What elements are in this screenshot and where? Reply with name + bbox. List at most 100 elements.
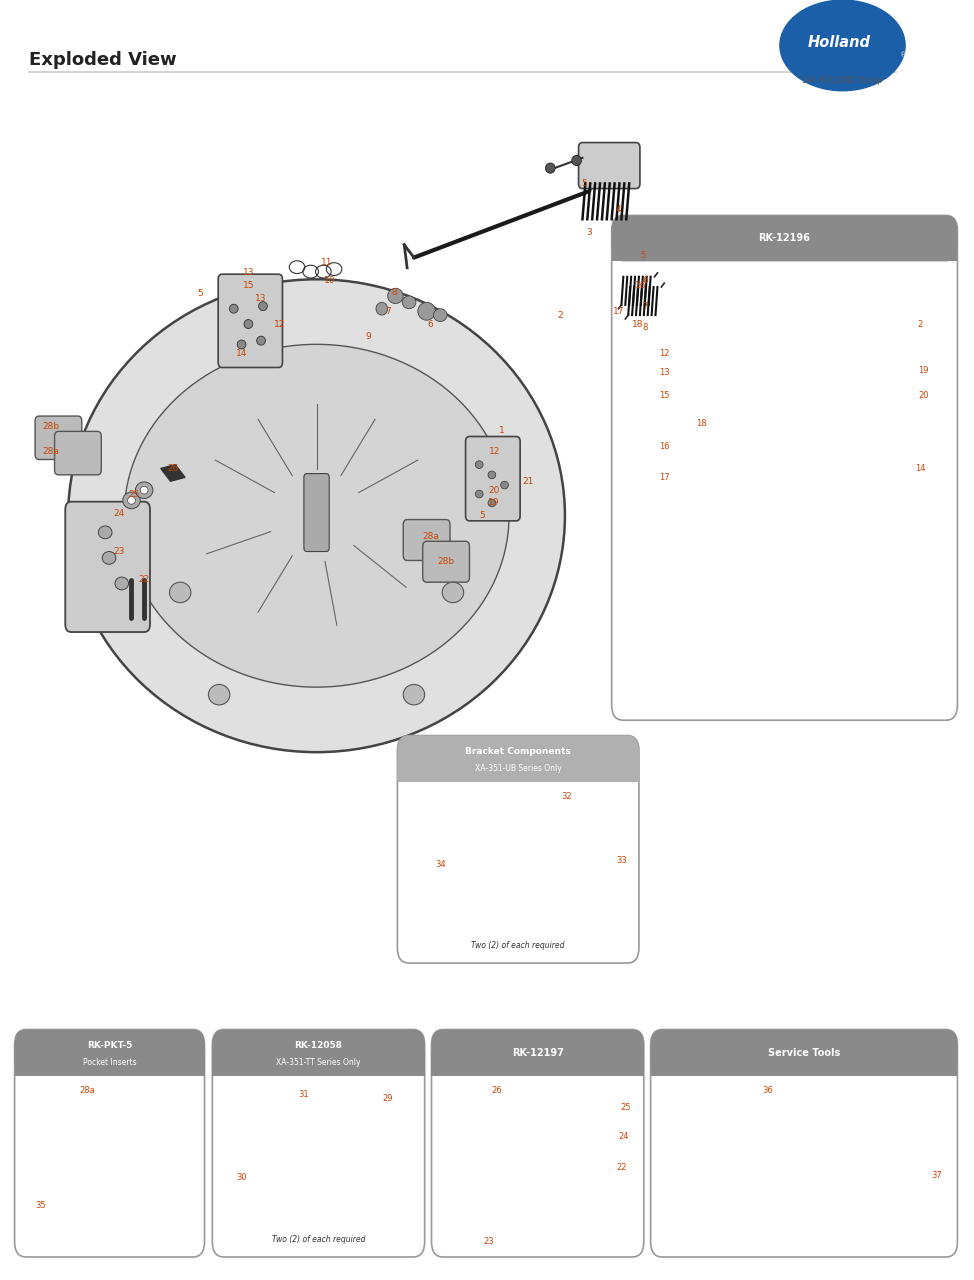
Text: 7: 7: [385, 307, 391, 316]
Ellipse shape: [402, 296, 416, 308]
Text: 5: 5: [479, 511, 485, 520]
Text: 6: 6: [428, 320, 433, 329]
FancyBboxPatch shape: [35, 416, 82, 460]
Text: 8: 8: [642, 324, 648, 333]
Text: RK-12196: RK-12196: [759, 233, 810, 243]
Text: 32: 32: [562, 792, 572, 801]
Bar: [612, 238, 957, 261]
Text: RK-12197: RK-12197: [511, 1047, 564, 1057]
Text: 26: 26: [168, 463, 179, 472]
Text: 2: 2: [557, 311, 563, 320]
Ellipse shape: [128, 497, 135, 504]
Text: 28b: 28b: [437, 557, 455, 566]
Text: 16: 16: [659, 442, 669, 452]
Text: 25: 25: [620, 1103, 630, 1112]
FancyBboxPatch shape: [431, 1029, 644, 1075]
Text: 2: 2: [918, 320, 923, 329]
Bar: [212, 1052, 425, 1075]
Text: XA-351-UB Series Only: XA-351-UB Series Only: [474, 764, 562, 773]
FancyBboxPatch shape: [612, 215, 957, 261]
FancyBboxPatch shape: [423, 541, 469, 582]
Text: 13: 13: [659, 369, 669, 378]
Ellipse shape: [403, 685, 425, 705]
Ellipse shape: [68, 279, 565, 753]
Ellipse shape: [115, 577, 129, 590]
Text: 15: 15: [659, 392, 669, 401]
Text: 17: 17: [613, 307, 624, 316]
Ellipse shape: [238, 340, 245, 349]
Text: RK-PKT-5: RK-PKT-5: [87, 1041, 132, 1050]
Ellipse shape: [230, 305, 239, 314]
Text: 9: 9: [365, 333, 371, 342]
Ellipse shape: [418, 302, 435, 320]
Text: ®: ®: [900, 52, 908, 59]
FancyBboxPatch shape: [431, 1029, 644, 1257]
Ellipse shape: [442, 582, 464, 603]
Text: 12: 12: [659, 349, 669, 358]
Text: 19: 19: [918, 366, 928, 375]
Text: 16: 16: [635, 282, 647, 291]
Ellipse shape: [501, 481, 508, 489]
FancyBboxPatch shape: [579, 142, 640, 188]
Text: 26: 26: [492, 1087, 502, 1096]
FancyBboxPatch shape: [15, 1029, 205, 1075]
Text: 37: 37: [931, 1171, 943, 1180]
Ellipse shape: [545, 163, 555, 173]
Ellipse shape: [388, 288, 403, 303]
Bar: [15, 1052, 205, 1075]
Text: Two (2) of each required: Two (2) of each required: [272, 1235, 365, 1244]
Text: 36: 36: [762, 1087, 773, 1096]
Text: 24: 24: [618, 1133, 628, 1142]
Text: 22: 22: [617, 1164, 626, 1172]
Ellipse shape: [98, 526, 112, 539]
Text: 13: 13: [255, 294, 267, 303]
Text: Service Tools: Service Tools: [768, 1047, 841, 1057]
FancyBboxPatch shape: [651, 1029, 957, 1257]
Text: 21: 21: [522, 476, 534, 485]
FancyBboxPatch shape: [466, 436, 520, 521]
Text: 35: 35: [36, 1202, 46, 1211]
Text: Pocket Inserts: Pocket Inserts: [83, 1059, 136, 1068]
Text: 18: 18: [632, 320, 644, 329]
Ellipse shape: [572, 155, 581, 165]
Ellipse shape: [488, 499, 496, 507]
Text: 28b: 28b: [42, 422, 59, 431]
Text: 23: 23: [484, 1238, 494, 1247]
Text: 3: 3: [586, 228, 592, 237]
FancyBboxPatch shape: [403, 520, 450, 561]
FancyBboxPatch shape: [218, 274, 282, 367]
Text: 5: 5: [581, 179, 587, 188]
Text: 18: 18: [696, 420, 706, 429]
FancyBboxPatch shape: [304, 474, 329, 552]
FancyBboxPatch shape: [612, 215, 957, 721]
Text: 17: 17: [659, 472, 669, 481]
Text: 28a: 28a: [80, 1087, 95, 1096]
Text: 12: 12: [489, 447, 501, 457]
FancyBboxPatch shape: [212, 1029, 425, 1257]
Ellipse shape: [169, 582, 191, 603]
Text: 8: 8: [392, 288, 397, 297]
Bar: [651, 1052, 957, 1075]
Text: Holland: Holland: [808, 36, 871, 50]
Text: Two (2) of each required: Two (2) of each required: [471, 941, 565, 950]
FancyBboxPatch shape: [65, 502, 150, 632]
Ellipse shape: [124, 344, 509, 687]
Ellipse shape: [475, 490, 483, 498]
Ellipse shape: [208, 685, 230, 705]
Text: 10: 10: [323, 276, 335, 285]
Ellipse shape: [779, 0, 906, 91]
Text: 14: 14: [916, 463, 925, 472]
Text: 33: 33: [616, 856, 627, 865]
Text: 20: 20: [918, 392, 928, 401]
Ellipse shape: [244, 320, 253, 329]
Text: 25: 25: [129, 489, 140, 498]
Text: 5: 5: [640, 251, 646, 260]
Text: 6: 6: [642, 276, 648, 285]
FancyBboxPatch shape: [397, 736, 639, 963]
FancyBboxPatch shape: [397, 736, 639, 782]
Text: 20: 20: [488, 485, 500, 494]
FancyBboxPatch shape: [55, 431, 101, 475]
Ellipse shape: [488, 471, 496, 479]
Text: Bracket Components: Bracket Components: [466, 748, 571, 756]
Text: 22: 22: [138, 575, 150, 584]
